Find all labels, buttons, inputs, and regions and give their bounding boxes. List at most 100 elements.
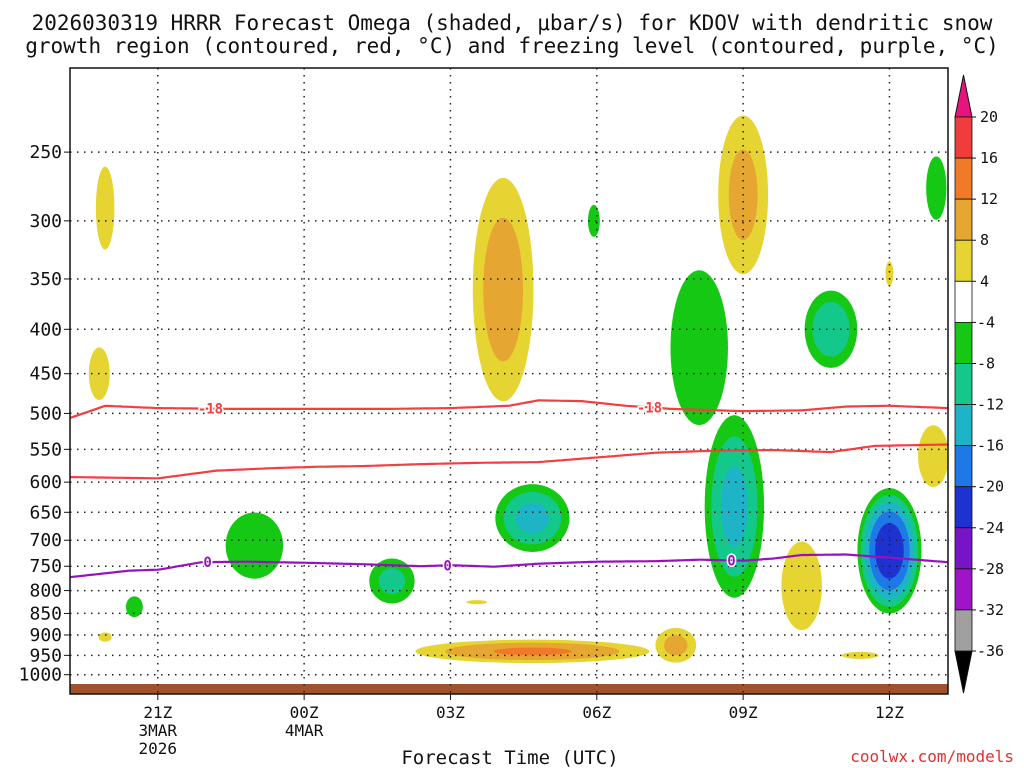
x-axis-label: Forecast Time (UTC): [401, 747, 618, 768]
colorbar-label: -24: [977, 519, 1004, 537]
omega-contour-band: [225, 512, 284, 579]
colorbar-bin: [954, 239, 973, 282]
colorbar-bin: [954, 527, 973, 570]
omega-cell: [841, 651, 879, 659]
omega-contour-band: [781, 541, 822, 631]
x-tick-label: 06Z: [582, 703, 611, 722]
omega-cell: [655, 627, 697, 663]
omega-contour-band: [664, 635, 688, 656]
omega-contour-band: [721, 466, 748, 547]
omega-contour-band: [926, 156, 947, 220]
colorbar: 20 16 12 8 4 -4 -8 -12 -16 -20 -24 -28 -32 -36: [954, 74, 1004, 694]
colorbar-label: 8: [980, 231, 989, 249]
y-tick-label: 700: [29, 530, 62, 551]
omega-cell: [225, 512, 284, 579]
chart-title-line2: growth region (contoured, red, °C) and f…: [25, 34, 999, 58]
x-tick-year: 2026: [139, 739, 178, 758]
omega-cell: [926, 156, 947, 220]
contour-label: 0: [443, 558, 451, 574]
y-tick-label: 750: [29, 556, 62, 577]
omega-contour-band: [483, 217, 524, 362]
colorbar-bin: [954, 198, 973, 241]
x-tick-label: 12Z: [875, 703, 904, 722]
colorbar-label: -20: [977, 478, 1004, 496]
contour-line: [70, 553, 948, 579]
omega-cell: [885, 261, 894, 286]
y-tick-label: 850: [29, 603, 62, 624]
x-tick-label: 09Z: [729, 703, 758, 722]
colorbar-bin: [954, 363, 973, 405]
omega-cell: [704, 415, 765, 598]
colorbar-label: -36: [977, 642, 1004, 660]
colorbar-bin: [954, 445, 973, 488]
omega-contour-band: [98, 632, 112, 642]
colorbar-label: -16: [977, 437, 1004, 455]
omega-contour-band: [918, 425, 948, 488]
omega-contour-band: [670, 270, 728, 426]
colorbar-label: -8: [977, 354, 995, 372]
y-tick-label: 500: [29, 403, 62, 424]
y-tick-label: 450: [29, 364, 62, 385]
omega-cell: [369, 558, 415, 604]
contour-freezing-level: 0 0 0: [70, 552, 948, 579]
y-tick-label: 600: [29, 472, 62, 493]
omega-contour-band: [841, 651, 879, 659]
colorbar-bin: [954, 116, 973, 159]
y-tick-label: 650: [29, 502, 62, 523]
omega-contour-band: [125, 596, 143, 618]
omega-field: [88, 115, 948, 664]
y-tick-label: 550: [29, 439, 62, 460]
chart-title-line1: 2026030319 HRRR Forecast Omega (shaded, …: [32, 11, 993, 35]
y-tick-label: 950: [29, 645, 62, 666]
y-tick-label: 250: [29, 142, 62, 163]
colorbar-label: -4: [977, 313, 995, 331]
omega-cell: [95, 166, 115, 250]
omega-contour-band: [493, 647, 572, 656]
colorbar-under-triangle: [954, 650, 973, 694]
x-tick-label: 00Z: [290, 703, 319, 722]
colorbar-over-triangle: [954, 74, 973, 118]
omega-contour-band: [812, 302, 850, 357]
omega-contour-band: [515, 502, 550, 534]
omega-cell: [495, 484, 570, 552]
y-tick-label: 1000: [19, 665, 62, 686]
omega-cell: [670, 270, 728, 426]
omega-contour-band: [587, 204, 600, 237]
contour-line: [70, 443, 948, 480]
omega-cell: [415, 639, 650, 664]
omega-cell: [587, 204, 600, 237]
colorbar-label: -28: [977, 560, 1004, 578]
contours: -18 -18 0 0 0: [70, 399, 948, 579]
colorbar-bin: [954, 609, 973, 652]
omega-cell: [918, 425, 948, 488]
omega-cell: [125, 596, 143, 618]
omega-cell: [781, 541, 822, 631]
omega-cell: [466, 600, 488, 605]
omega-cell: [472, 177, 534, 402]
colorbar-bin: [954, 568, 973, 611]
x-tick-label: 03Z: [436, 703, 465, 722]
omega-cell: [857, 488, 922, 614]
contour-dgz-top: -18 -18: [70, 399, 948, 419]
y-tick-label: 300: [29, 211, 62, 232]
x-tick-date: 3MAR: [139, 721, 178, 740]
colorbar-label: -12: [977, 396, 1004, 414]
plot-frame: [69, 67, 949, 695]
colorbar-bin: [954, 157, 973, 200]
contour-label: 0: [203, 555, 211, 571]
contour-label: -18: [198, 402, 223, 418]
colorbar-bin: [954, 280, 973, 323]
contour-dgz-bottom: [70, 443, 948, 480]
omega-cell: [804, 290, 858, 368]
omega-contour-band: [885, 261, 894, 286]
colorbar-bin: [954, 404, 973, 447]
y-axis: 2503003504004505005506006507007508008509…: [19, 142, 70, 686]
omega-cell: [98, 632, 112, 642]
colorbar-label: 16: [980, 149, 998, 167]
x-tick-label: 21Z: [143, 703, 172, 722]
x-tick-date: 4MAR: [285, 721, 324, 740]
colorbar-bin: [954, 486, 973, 529]
omega-contour-band: [378, 568, 406, 595]
y-tick-label: 400: [29, 319, 62, 340]
